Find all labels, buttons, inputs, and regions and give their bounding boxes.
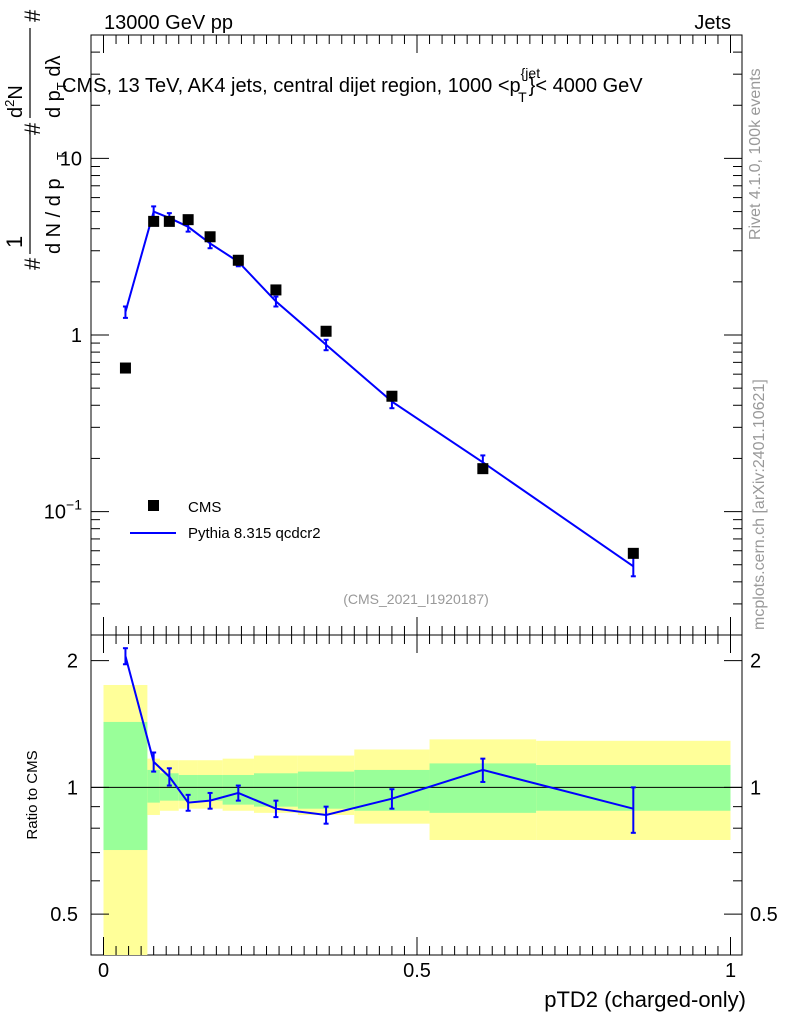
ratio-band-inner-7 xyxy=(297,771,355,809)
main-mc-series xyxy=(122,205,636,578)
y-label-one: 1 xyxy=(2,236,27,248)
data-point-2 xyxy=(163,215,175,227)
x-tick-label-0: 0 xyxy=(98,960,109,982)
data-point-1 xyxy=(148,215,160,227)
ratio-y-label: Ratio to CMS xyxy=(24,750,41,839)
data-point-5 xyxy=(232,254,244,266)
legend-data-label: CMS xyxy=(188,499,221,516)
main-plot-frame xyxy=(90,34,743,636)
data-point-3 xyxy=(182,214,194,226)
header-left: 13000 GeV pp xyxy=(104,12,233,34)
y-label-num2: d2N xyxy=(2,85,27,118)
mcplots-label: mcplots.cern.ch [arXiv:2401.10621] xyxy=(751,379,768,630)
ratio-bands xyxy=(91,684,742,955)
ratio-y-tick-label-right-1: 1 xyxy=(750,777,761,799)
main-y-tick-label-0: 10−1 xyxy=(44,497,82,524)
ratio-y-tick-label-right-2: 2 xyxy=(750,651,761,673)
y-label-denom2: d pT dλ xyxy=(43,56,69,118)
ratio-y-tick-label-right-0: 0.5 xyxy=(750,904,778,926)
x-axis-label: pTD2 (charged-only) xyxy=(544,987,746,1012)
main-title-end: }< 4000 GeV xyxy=(529,75,644,97)
ratio-band-inner-1 xyxy=(147,769,160,803)
ratio-y-tick-label-1: 1 xyxy=(67,777,78,799)
y-label-hash2: # xyxy=(20,122,45,135)
data-point-6 xyxy=(270,284,282,296)
x-tick-label-1: 0.5 xyxy=(403,960,431,982)
ratio-y-tick-label-0: 0.5 xyxy=(50,904,78,926)
data-point-7 xyxy=(320,325,332,337)
main-y-label: # 1 d N / d p T # d2N d pT dλ # xyxy=(2,9,69,270)
data-point-10 xyxy=(627,547,639,559)
main-data-series xyxy=(119,214,639,559)
main-title-sub: T xyxy=(518,89,527,105)
main-y-tick-label-1: 1 xyxy=(71,325,82,347)
data-point-8 xyxy=(386,390,398,402)
ratio-mc-series xyxy=(122,647,636,834)
ratio-axes: 0.5 0.5 1 1 2 2 0 0.5 1 xyxy=(50,635,778,982)
rivet-label: Rivet 4.1.0, 100k events xyxy=(747,68,764,240)
data-point-4 xyxy=(204,231,216,243)
y-label-denom: d N / d p xyxy=(43,178,65,254)
analysis-id: (CMS_2021_I1920187) xyxy=(343,591,489,607)
main-y-tick-label-2: 10 xyxy=(60,148,82,170)
main-axes: 10−1 1 10 xyxy=(44,34,742,636)
main-title: CMS, 13 TeV, AK4 jets, central dijet reg… xyxy=(62,65,643,105)
header-right: Jets xyxy=(694,12,731,34)
data-point-0 xyxy=(119,362,131,374)
data-point-9 xyxy=(477,463,489,475)
main-title-text: CMS, 13 TeV, AK4 jets, central dijet reg… xyxy=(62,75,521,97)
x-tick-label-2: 1 xyxy=(725,960,736,982)
legend-mc-label: Pythia 8.315 qcdcr2 xyxy=(188,525,321,542)
y-label-hash3: # xyxy=(20,9,45,22)
main-title-sup: {jet xyxy=(521,65,541,81)
ratio-y-tick-label-2: 2 xyxy=(67,651,78,673)
y-label-hash1: # xyxy=(20,257,45,270)
y-label-denom-sub: T xyxy=(54,152,69,160)
legend-data-marker xyxy=(148,500,159,511)
ratio-band-inner-0 xyxy=(103,721,148,851)
